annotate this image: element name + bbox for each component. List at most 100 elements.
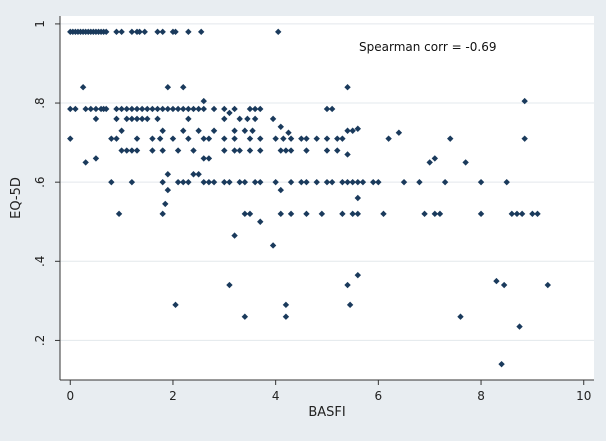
data-point-209 xyxy=(518,210,526,218)
data-point-104 xyxy=(185,135,192,142)
data-point-181 xyxy=(370,178,377,186)
data-point-137 xyxy=(236,147,243,154)
data-point-87 xyxy=(195,127,202,134)
data-point-51 xyxy=(169,105,177,113)
data-point-112 xyxy=(280,135,287,142)
data-point-58 xyxy=(210,105,218,113)
data-point-192 xyxy=(241,210,249,218)
data-point-31 xyxy=(344,84,351,91)
data-point-140 xyxy=(277,147,284,154)
data-point-170 xyxy=(287,178,295,186)
data-point-127 xyxy=(128,147,136,154)
data-point-130 xyxy=(159,147,166,154)
data-point-40 xyxy=(113,105,120,113)
data-point-39 xyxy=(103,105,110,113)
data-point-56 xyxy=(195,105,202,113)
data-point-226 xyxy=(457,313,464,320)
data-point-36 xyxy=(92,105,100,113)
data-point-62 xyxy=(251,105,259,113)
data-point-61 xyxy=(246,105,254,113)
data-point-179 xyxy=(354,178,362,186)
data-point-224 xyxy=(241,313,249,320)
data-point-92 xyxy=(277,123,284,130)
data-point-54 xyxy=(185,105,192,113)
y-axis-ticks: .2 .4 .6 .8 1 xyxy=(33,20,60,346)
data-point-88 xyxy=(210,127,218,134)
data-point-103 xyxy=(169,135,177,142)
data-point-152 xyxy=(159,178,166,186)
data-point-90 xyxy=(241,127,249,134)
data-point-25 xyxy=(185,28,192,36)
data-point-195 xyxy=(277,210,284,218)
data-point-93 xyxy=(285,129,292,136)
y-tick-label-3: .8 xyxy=(33,97,47,108)
data-point-76 xyxy=(144,115,151,123)
data-point-59 xyxy=(221,105,228,113)
data-point-188 xyxy=(164,186,172,194)
data-point-95 xyxy=(349,127,356,134)
data-point-145 xyxy=(334,147,341,154)
data-point-17 xyxy=(128,28,136,36)
data-point-47 xyxy=(149,105,156,113)
data-point-151 xyxy=(128,178,136,186)
data-point-26 xyxy=(198,28,205,36)
data-point-166 xyxy=(251,178,259,186)
data-point-116 xyxy=(313,135,320,142)
data-point-141 xyxy=(282,147,290,154)
data-point-49 xyxy=(159,105,166,113)
data-point-212 xyxy=(354,194,362,202)
data-point-83 xyxy=(269,115,277,123)
data-point-68 xyxy=(521,97,528,105)
data-point-121 xyxy=(447,135,454,142)
data-point-158 xyxy=(195,171,202,178)
data-point-131 xyxy=(174,147,182,154)
data-point-183 xyxy=(400,178,408,186)
data-point-30 xyxy=(180,84,187,91)
data-point-71 xyxy=(113,115,120,123)
data-point-123 xyxy=(82,159,89,166)
data-point-107 xyxy=(221,135,228,142)
data-point-154 xyxy=(174,178,182,186)
data-point-91 xyxy=(249,127,256,134)
data-point-159 xyxy=(200,178,207,186)
x-axis-title: BASFI xyxy=(308,405,345,420)
data-point-228 xyxy=(498,360,505,368)
data-point-199 xyxy=(339,210,346,218)
data-point-117 xyxy=(323,135,331,142)
data-point-73 xyxy=(128,115,136,123)
data-point-223 xyxy=(346,301,354,309)
data-point-167 xyxy=(257,178,264,186)
data-point-27 xyxy=(275,28,282,36)
data-point-69 xyxy=(67,135,74,142)
data-point-135 xyxy=(221,147,228,154)
data-point-169 xyxy=(277,186,284,194)
data-point-15 xyxy=(113,28,120,36)
data-point-210 xyxy=(529,210,536,218)
data-point-153 xyxy=(164,171,172,178)
data-point-193 xyxy=(246,210,254,218)
data-point-35 xyxy=(87,105,95,113)
y-axis-title: EQ-5D xyxy=(9,177,24,219)
data-point-75 xyxy=(138,115,146,123)
data-point-70 xyxy=(92,115,100,123)
data-point-48 xyxy=(154,105,161,113)
data-point-72 xyxy=(123,115,130,123)
data-point-124 xyxy=(92,155,100,162)
data-point-50 xyxy=(164,105,172,113)
data-point-22 xyxy=(159,28,166,36)
data-point-78 xyxy=(185,115,192,123)
data-point-63 xyxy=(257,105,264,113)
data-point-211 xyxy=(534,210,541,218)
data-point-16 xyxy=(118,28,125,36)
data-point-86 xyxy=(180,127,187,134)
data-point-143 xyxy=(303,147,310,154)
data-point-81 xyxy=(244,115,251,123)
data-point-197 xyxy=(303,210,310,218)
data-point-148 xyxy=(431,155,439,162)
data-point-182 xyxy=(375,178,382,186)
data-point-45 xyxy=(138,105,146,113)
data-point-178 xyxy=(349,178,356,186)
data-point-89 xyxy=(231,127,238,134)
data-point-64 xyxy=(323,105,331,113)
